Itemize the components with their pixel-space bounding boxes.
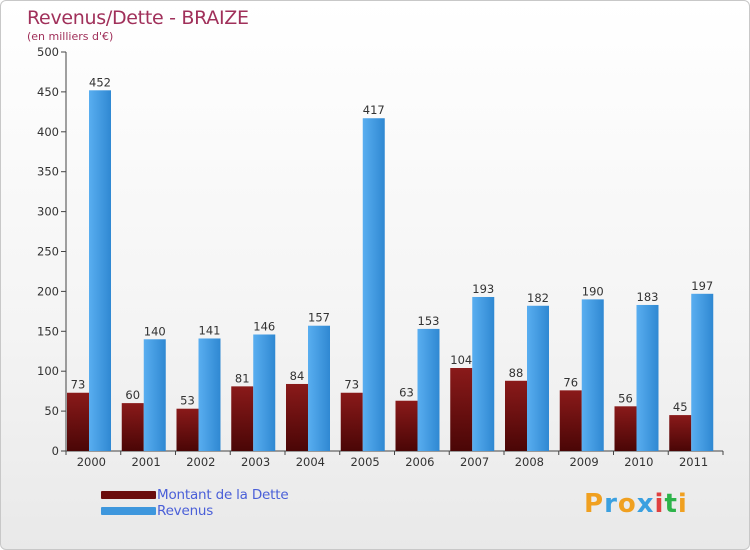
data-label-revenus-2001: 140	[144, 324, 166, 338]
data-label-dette-2003: 81	[235, 371, 250, 385]
data-label-dette-2009: 76	[563, 375, 578, 389]
logo-letter: i	[677, 489, 688, 519]
x-tick-label-2007: 2007	[460, 455, 489, 469]
x-tick-label-2001: 2001	[131, 455, 160, 469]
data-label-revenus-2000: 452	[89, 75, 111, 89]
bar-revenus-2005	[362, 118, 385, 451]
bar-revenus-2002	[198, 338, 221, 451]
data-label-dette-2008: 88	[509, 366, 524, 380]
bar-revenus-2010	[636, 304, 659, 451]
bar-dette-2007	[450, 368, 473, 451]
bar-revenus-2006	[417, 328, 440, 451]
legend-label-dette: Montant de la Dette	[157, 487, 289, 503]
y-tick-label: 250	[37, 245, 59, 259]
data-label-dette-2006: 63	[399, 386, 414, 400]
y-tick-label: 150	[37, 324, 59, 338]
x-tick-label-2003: 2003	[241, 455, 270, 469]
bar-revenus-2007	[472, 296, 495, 451]
bar-dette-2011	[669, 415, 692, 451]
x-tick-label-2004: 2004	[296, 455, 325, 469]
y-tick-label: 400	[37, 125, 59, 139]
data-label-dette-2004: 84	[290, 369, 305, 383]
logo-letter: t	[664, 489, 678, 519]
x-tick-label-2000: 2000	[77, 455, 106, 469]
x-tick-label-2002: 2002	[186, 455, 215, 469]
proxiti-logo: Proxiti	[584, 489, 688, 519]
bar-dette-2005	[340, 392, 363, 451]
bar-revenus-2003	[253, 334, 276, 451]
bar-revenus-2008	[527, 305, 549, 451]
y-tick-label: 500	[37, 45, 59, 59]
x-tick-label-2011: 2011	[679, 455, 708, 469]
bar-dette-2004	[286, 383, 308, 451]
legend-swatch-revenus	[101, 507, 156, 515]
bar-revenus-2001	[143, 339, 166, 451]
legend-swatch-dette	[101, 491, 156, 499]
logo-letter: i	[654, 489, 665, 519]
data-label-revenus-2005: 417	[363, 103, 385, 117]
y-tick-label: 0	[52, 444, 59, 458]
legend-label-revenus: Revenus	[157, 503, 214, 519]
x-tick-label-2010: 2010	[624, 455, 653, 469]
data-label-revenus-2004: 157	[308, 311, 330, 325]
data-label-dette-2005: 73	[344, 378, 359, 392]
data-label-dette-2000: 73	[71, 378, 86, 392]
data-label-revenus-2007: 193	[472, 282, 494, 296]
bar-revenus-2000	[89, 90, 111, 451]
bar-revenus-2009	[581, 299, 604, 451]
bar-dette-2006	[395, 400, 418, 451]
data-label-revenus-2002: 141	[199, 323, 221, 337]
data-label-dette-2011: 45	[673, 400, 688, 414]
bar-dette-2008	[505, 380, 527, 451]
bar-dette-2002	[176, 408, 199, 451]
data-label-revenus-2009: 190	[582, 284, 604, 298]
data-label-dette-2007: 104	[450, 353, 472, 367]
y-tick-label: 200	[37, 284, 59, 298]
data-label-dette-2001: 60	[125, 388, 140, 402]
y-tick-label: 100	[37, 364, 59, 378]
bar-dette-2010	[614, 406, 637, 451]
logo-letter: o	[617, 489, 637, 519]
bar-dette-2000	[67, 392, 89, 451]
logo-letter: r	[604, 489, 618, 519]
data-label-revenus-2010: 183	[637, 290, 659, 304]
bar-revenus-2004	[308, 325, 330, 451]
chart-title: Revenus/Dette - BRAIZE	[27, 7, 249, 29]
y-tick-label: 450	[37, 85, 59, 99]
bar-dette-2001	[121, 403, 144, 451]
bar-dette-2003	[231, 386, 254, 451]
data-label-revenus-2003: 146	[253, 319, 275, 333]
data-label-revenus-2008: 182	[527, 291, 549, 305]
y-tick-label: 300	[37, 205, 59, 219]
x-tick-label-2005: 2005	[350, 455, 379, 469]
data-label-dette-2010: 56	[618, 391, 633, 405]
data-label-dette-2002: 53	[180, 394, 195, 408]
bar-dette-2009	[559, 390, 582, 451]
logo-letter: P	[584, 489, 605, 519]
y-tick-label: 50	[44, 404, 59, 418]
data-label-revenus-2006: 153	[418, 314, 440, 328]
chart-subtitle: (en milliers d'€)	[27, 30, 114, 43]
y-tick-label: 350	[37, 165, 59, 179]
x-tick-label-2006: 2006	[405, 455, 434, 469]
logo-letter: x	[636, 489, 655, 519]
bar-revenus-2011	[691, 293, 714, 451]
data-label-revenus-2011: 197	[691, 279, 713, 293]
x-tick-label-2008: 2008	[515, 455, 544, 469]
x-tick-label-2009: 2009	[569, 455, 598, 469]
